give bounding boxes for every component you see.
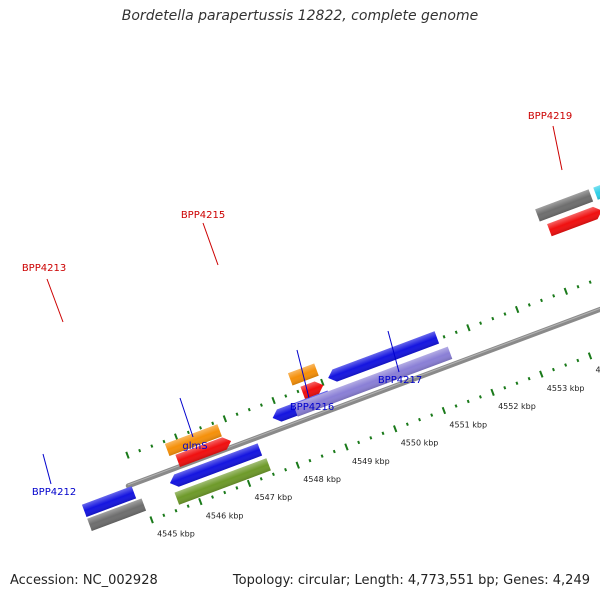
scale-label: 4552 kbp [498,402,536,411]
tick-mark [211,495,214,499]
gene-label-glms: glmS [182,441,207,452]
gene-label-bpp4219: BPP4219 [528,111,572,122]
tick-mark [503,312,507,316]
tick-mark [162,513,166,518]
tick-mark [235,412,239,416]
tick-mark [576,284,580,289]
callout-line [387,330,400,373]
scale-label: 4547 kbp [255,493,293,502]
tick-mark [125,451,130,459]
tick-mark [491,316,495,321]
tick-mark [332,449,336,454]
tick-mark [150,444,154,448]
tick-mark [284,394,288,398]
scale-label: 4548 kbp [303,475,341,484]
tick-mark [466,399,470,404]
lower-tick-track [149,352,593,524]
scale-label: 4551 kbp [449,420,487,429]
tick-mark [149,516,154,524]
tick-mark [552,294,556,298]
tick-mark [563,287,569,295]
tick-mark [259,477,263,481]
tick-mark [418,417,421,422]
tick-mark [138,448,142,453]
tick-mark [430,413,434,417]
map-title: Bordetella parapertussis 12822, complete… [121,8,479,24]
tick-mark [539,370,544,378]
callout-line [296,349,310,399]
tick-mark [552,367,555,372]
tick-mark [515,381,519,385]
tick-mark [271,472,275,477]
tick-mark [174,508,178,513]
tick-mark [588,280,592,284]
tick-mark [246,479,252,488]
tick-mark [320,378,325,386]
tick-mark [357,440,361,445]
scale-label: 4546 kbp [206,511,244,520]
gene-label-bpp4215: BPP4215 [181,210,225,221]
tick-mark [441,406,447,415]
tick-mark [564,363,568,367]
tick-mark [174,433,179,441]
gene-label-bpp4216: BPP4216 [290,402,334,413]
tick-mark [478,395,482,399]
tick-mark [247,407,251,412]
tick-mark [503,386,507,390]
tick-mark [576,358,580,363]
tick-mark [466,324,471,332]
tick-mark [198,497,203,506]
tick-mark [308,458,312,463]
tick-mark [222,415,228,423]
tick-mark [186,504,190,508]
tick-mark [454,404,458,408]
genome-backbone [125,203,600,489]
tick-mark [527,303,531,307]
tick-mark [186,430,190,435]
scale-label: 4545 kbp [157,530,195,539]
callout-line [552,125,563,171]
gene-label-bpp4217: BPP4217 [378,375,422,386]
tick-mark [295,461,300,469]
callout-line [42,453,52,485]
tick-mark [381,431,385,436]
tick-mark [284,467,288,472]
tick-mark [344,443,349,451]
callout-line [202,222,219,266]
scale-label: 4550 kbp [401,439,439,448]
tick-mark [587,352,593,360]
tick-mark [490,388,495,396]
tick-mark [211,421,215,426]
topology-summary: Topology: circular; Length: 4,773,551 bp… [232,573,590,588]
tick-mark [514,305,520,314]
tick-mark [259,403,263,407]
tick-mark [162,439,166,444]
tick-mark [442,335,446,339]
tick-mark [320,454,324,458]
tick-mark [479,321,483,325]
tick-mark [223,490,227,495]
gene-label-bpp4213: BPP4213 [22,263,66,274]
tick-mark [199,426,203,430]
scale-label: 4553 kbp [547,384,585,393]
tick-mark [540,298,543,303]
scale-label: 4549 kbp [352,457,390,466]
tick-mark [393,425,398,433]
tick-mark [296,389,300,394]
scale-label: 4554 kbp [596,366,600,375]
gene-label-bpp4212: BPP4212 [32,487,76,498]
callout-line [46,278,64,323]
tick-mark [271,396,276,405]
callout-line [179,397,194,438]
tick-mark [369,436,373,440]
tick-mark [454,330,458,335]
tick-mark [527,376,531,381]
tick-mark [405,422,409,426]
accession-label: Accession: NC_002928 [10,573,158,588]
tick-mark [235,486,239,490]
